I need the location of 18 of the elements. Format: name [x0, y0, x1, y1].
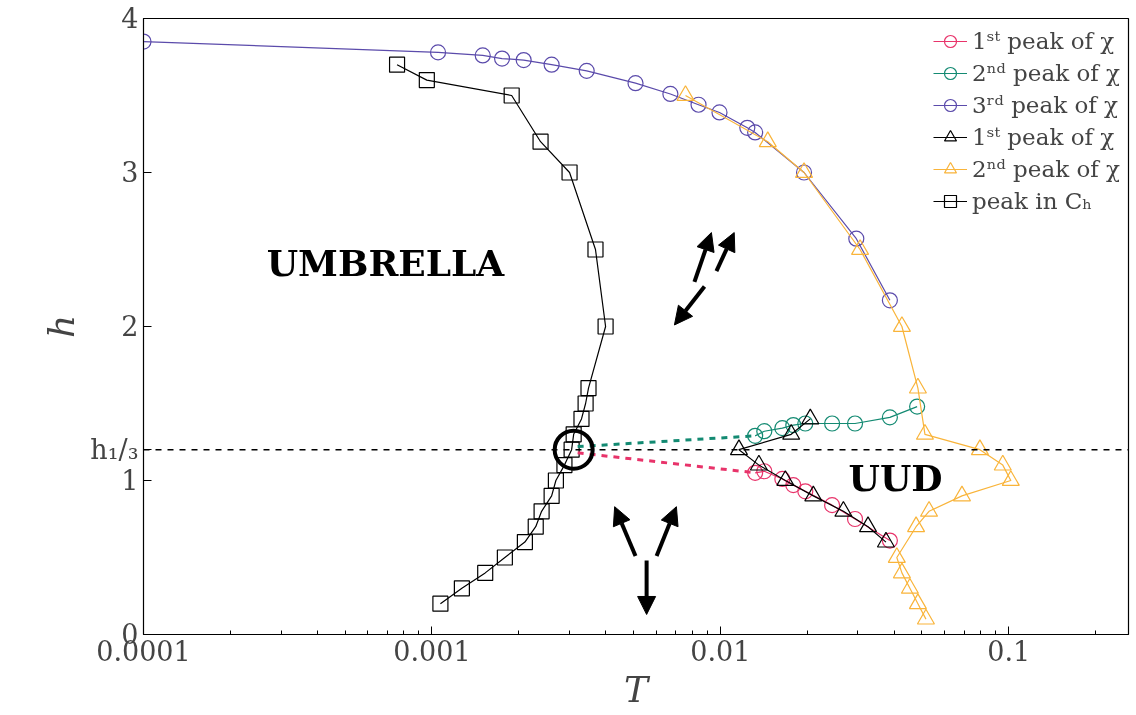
y-tick-label: 3 [121, 157, 139, 188]
x-tick-label: 0.1 [987, 635, 1031, 667]
y-tick-label: 2 [121, 311, 139, 342]
legend-label: 1ˢᵗ peak of χ [972, 123, 1115, 152]
legend-label: 3ʳᵈ peak of χ [972, 91, 1119, 120]
y-tick-label: 1 [121, 465, 139, 496]
ref-line-label: h₁/₃ [90, 434, 139, 466]
legend-label: 2ⁿᵈ peak of χ [972, 155, 1120, 184]
y-tick-label: 4 [121, 3, 139, 34]
y-axis-title: h [41, 314, 83, 339]
legend-label: 1ˢᵗ peak of χ [972, 27, 1115, 56]
annotation: UMBRELLA [266, 241, 506, 284]
x-tick-label: 0.01 [690, 635, 751, 667]
legend-label: peak in Cₕ [972, 187, 1093, 216]
x-tick-label: 0.001 [393, 635, 471, 667]
legend-label: 2ⁿᵈ peak of χ [972, 59, 1120, 88]
annotation: UUD [848, 456, 943, 499]
x-axis-title: T [623, 668, 651, 710]
